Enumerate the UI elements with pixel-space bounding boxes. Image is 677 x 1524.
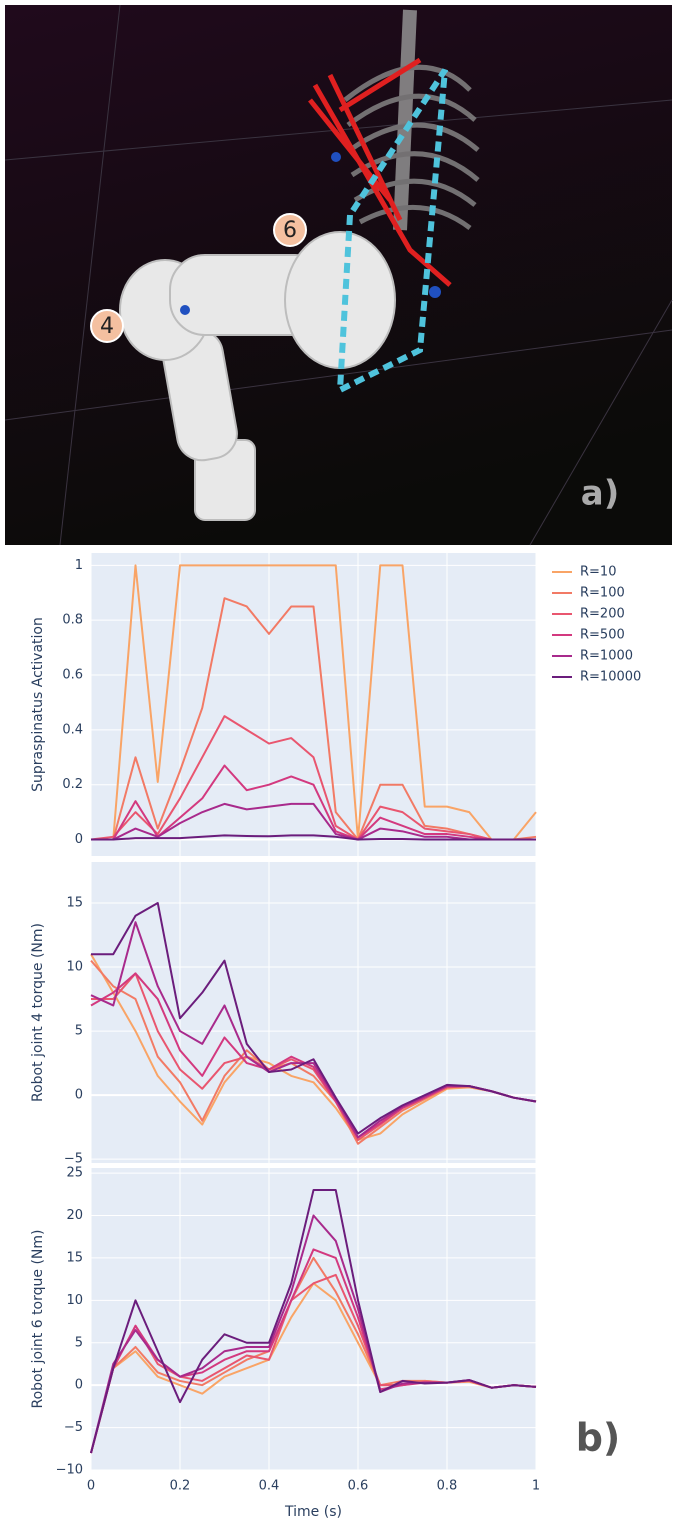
x-tick-label: 0 <box>87 1479 95 1494</box>
legend-label: R=100 <box>580 586 625 601</box>
page: {"image": {"joint_labels": ["4", "6"], "… <box>0 0 677 1520</box>
panel-label: a) <box>581 474 619 514</box>
y-tick-label: 0.2 <box>62 777 83 792</box>
x-tick-label: 1 <box>532 1479 540 1494</box>
render-image: 4 6 a) <box>5 5 672 545</box>
figure: 4 6 a) b) 0 0.2 0.4 0.6 0.8 1 Supraspinatus Ac… <box>0 0 677 1520</box>
plot-background <box>91 1168 536 1470</box>
y-tick-label: 0 <box>75 832 83 847</box>
y-tick-label: 0.4 <box>62 722 83 737</box>
joint-label: 4 <box>100 314 114 339</box>
legend-label: R=500 <box>580 628 625 643</box>
x-axis-title: Time (s) <box>284 1504 342 1520</box>
y-tick-label: 10 <box>66 960 83 975</box>
x-tick-label: 0.4 <box>259 1479 280 1494</box>
y-tick-label: 25 <box>66 1166 83 1181</box>
y-tick-label: −10 <box>56 1463 83 1478</box>
legend-label: R=10000 <box>580 670 641 685</box>
y-tick-label: 15 <box>66 1250 83 1265</box>
y-tick-label: 5 <box>75 1335 83 1350</box>
y-tick-label: −5 <box>64 1420 83 1435</box>
joint-label: 6 <box>283 218 297 243</box>
y-tick-label: 15 <box>66 895 83 910</box>
y-tick-label: 0.8 <box>62 613 83 628</box>
x-tick-label: 0.8 <box>437 1479 458 1494</box>
legend-label: R=10 <box>580 565 616 580</box>
y-tick-label: 10 <box>66 1293 83 1308</box>
legend-label: R=1000 <box>580 649 633 664</box>
x-tick-label: 0.2 <box>170 1479 191 1494</box>
panel-label: b) <box>576 1416 621 1460</box>
y-tick-label: 0 <box>75 1088 83 1103</box>
y-tick-label: 5 <box>75 1024 83 1039</box>
x-tick-label: 0.6 <box>348 1479 369 1494</box>
y-tick-label: 0.6 <box>62 668 83 683</box>
legend-label: R=200 <box>580 607 625 622</box>
plot-background <box>91 553 536 856</box>
y-tick-label: 0 <box>75 1378 83 1393</box>
y-axis-title: Supraspinatus Activation <box>30 617 46 792</box>
y-axis-title: Robot joint 6 torque (Nm) <box>30 1230 46 1409</box>
y-tick-label: −5 <box>64 1152 83 1167</box>
y-tick-label: 20 <box>66 1208 83 1223</box>
y-axis-title: Robot joint 4 torque (Nm) <box>30 923 46 1102</box>
y-tick-label: 1 <box>75 558 83 573</box>
